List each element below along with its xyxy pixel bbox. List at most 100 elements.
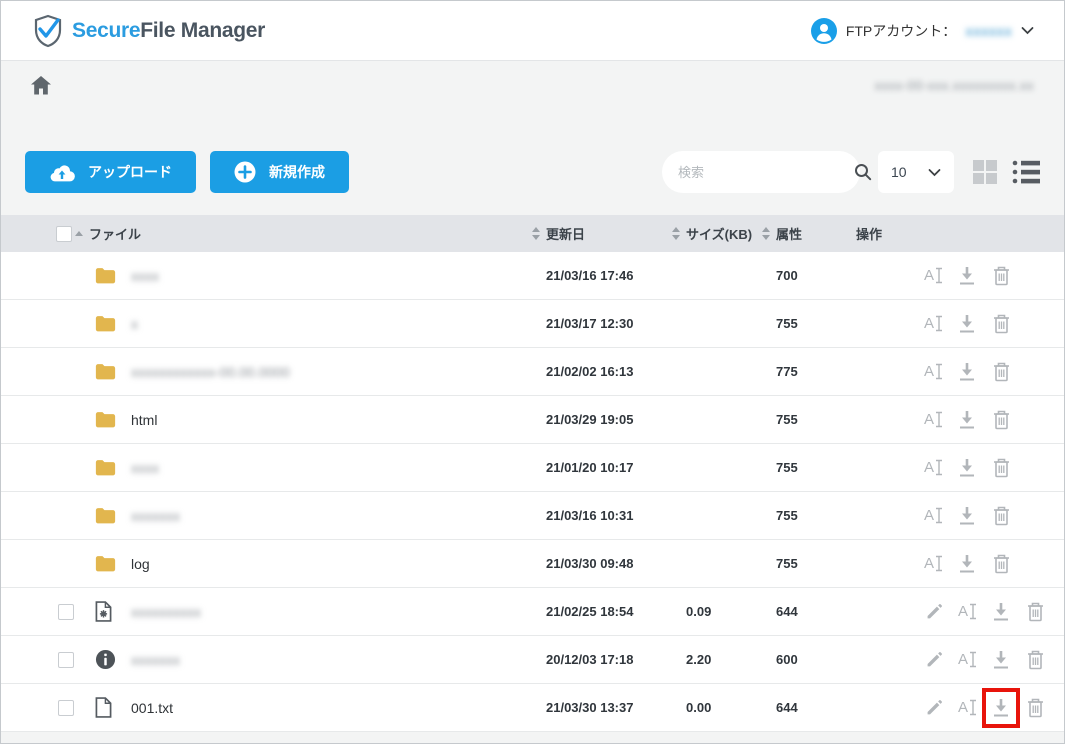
search-icon[interactable] bbox=[854, 163, 872, 181]
create-new-button[interactable]: 新規作成 bbox=[210, 151, 349, 193]
search-input[interactable] bbox=[678, 164, 854, 180]
home-icon[interactable] bbox=[31, 75, 51, 95]
breadcrumb-bar: xxxx-00-xxx.xxxxxxxxx.xx bbox=[1, 61, 1064, 109]
file-name[interactable]: xxxxxxxxxxxx-00.00.0000 bbox=[131, 363, 290, 380]
delete-button[interactable] bbox=[1025, 601, 1045, 623]
column-header-size[interactable]: サイズ(KB) bbox=[672, 224, 776, 243]
rename-button[interactable]: A bbox=[924, 459, 943, 476]
table-row[interactable]: xxxxxxxxxx 21/02/25 18:54 0.09 644 A bbox=[1, 588, 1064, 636]
rename-button[interactable]: A bbox=[924, 411, 943, 428]
download-button[interactable] bbox=[957, 409, 977, 431]
chevron-down-icon bbox=[1021, 26, 1034, 35]
download-button[interactable] bbox=[957, 361, 977, 383]
table-row[interactable]: xxxxxxx 21/03/16 10:31 755 A bbox=[1, 492, 1064, 540]
download-button[interactable] bbox=[957, 505, 977, 527]
download-button[interactable] bbox=[957, 265, 977, 287]
download-button[interactable] bbox=[957, 553, 977, 575]
rename-button[interactable]: A bbox=[958, 699, 977, 716]
delete-button[interactable] bbox=[991, 361, 1011, 383]
delete-button[interactable] bbox=[1025, 697, 1045, 719]
toolbar-right: 10 bbox=[662, 151, 1040, 193]
file-name[interactable]: html bbox=[131, 411, 158, 428]
file-name[interactable]: 001.txt bbox=[131, 699, 174, 716]
list-view-icon[interactable] bbox=[1012, 159, 1040, 185]
file-name[interactable]: log bbox=[131, 555, 150, 572]
chevron-down-icon bbox=[928, 168, 941, 177]
delete-button[interactable] bbox=[991, 313, 1011, 335]
delete-button[interactable] bbox=[991, 553, 1011, 575]
file-attr: 775 bbox=[776, 364, 798, 379]
ftp-account-label: FTPアカウント： bbox=[845, 22, 957, 39]
column-header-file[interactable]: ファイル bbox=[75, 224, 546, 243]
row-checkbox[interactable] bbox=[58, 651, 74, 668]
table-row[interactable]: 001.txt 21/03/30 13:37 0.00 644 A bbox=[1, 684, 1064, 732]
download-button[interactable] bbox=[957, 313, 977, 335]
updated-date: 21/03/17 12:30 bbox=[546, 316, 634, 331]
folder-icon bbox=[89, 363, 131, 380]
rename-button[interactable]: A bbox=[958, 603, 977, 620]
updated-date: 21/02/02 16:13 bbox=[546, 364, 634, 379]
row-checkbox[interactable] bbox=[58, 603, 74, 620]
app-title: SecureFile Manager bbox=[72, 18, 266, 42]
file-attr: 755 bbox=[776, 412, 798, 427]
table-row[interactable]: xxxx 21/03/16 17:46 700 A bbox=[1, 252, 1064, 300]
row-checkbox[interactable] bbox=[58, 699, 74, 716]
column-header-updated[interactable]: 更新日 bbox=[532, 224, 686, 243]
file-size: 0.09 bbox=[686, 604, 712, 619]
download-button[interactable] bbox=[991, 649, 1011, 671]
updated-date: 21/03/16 10:31 bbox=[546, 508, 634, 523]
download-button-highlighted[interactable] bbox=[982, 687, 1021, 728]
updated-date: 21/03/30 13:37 bbox=[546, 700, 634, 715]
edit-button[interactable] bbox=[924, 697, 944, 719]
file-attr: 600 bbox=[776, 652, 798, 667]
sort-ascending-icon bbox=[75, 231, 83, 236]
sort-icon bbox=[532, 227, 540, 240]
rename-button[interactable]: A bbox=[924, 555, 943, 572]
rename-button[interactable]: A bbox=[924, 507, 943, 524]
file-name[interactable]: xxxxxxxxxx bbox=[131, 603, 201, 620]
page-size-select[interactable]: 10 bbox=[878, 151, 954, 193]
file-name[interactable]: x bbox=[131, 315, 138, 332]
folder-icon bbox=[89, 411, 131, 428]
rename-button[interactable]: A bbox=[958, 651, 977, 668]
toolbar: アップロード 新規作成 10 bbox=[1, 151, 1064, 193]
delete-button[interactable] bbox=[1025, 649, 1045, 671]
column-header-attr[interactable]: 属性 bbox=[762, 224, 856, 243]
cloud-upload-icon bbox=[49, 163, 75, 182]
ftp-account-menu[interactable]: FTPアカウント： xxxxxx bbox=[810, 17, 1034, 44]
file-name[interactable]: xxxxxxx bbox=[131, 507, 180, 524]
download-button[interactable] bbox=[957, 457, 977, 479]
plus-circle-icon bbox=[234, 161, 256, 183]
table-row[interactable]: xxxxxxxxxxxx-00.00.0000 21/02/02 16:13 7… bbox=[1, 348, 1064, 396]
file-name[interactable]: xxxx bbox=[131, 459, 159, 476]
rename-button[interactable]: A bbox=[924, 267, 943, 284]
file-table: ファイル 更新日 サイズ(KB) 属性 操作 xxxx 21/03/16 bbox=[1, 215, 1064, 743]
create-new-button-label: 新規作成 bbox=[269, 164, 325, 180]
folder-icon bbox=[89, 555, 131, 572]
updated-date: 20/12/03 17:18 bbox=[546, 652, 634, 667]
upload-button[interactable]: アップロード bbox=[25, 151, 196, 193]
table-row[interactable]: xxxxxxx 20/12/03 17:18 2.20 600 A bbox=[1, 636, 1064, 684]
column-header-actions: 操作 bbox=[856, 227, 883, 242]
table-row[interactable]: x 21/03/17 12:30 755 A bbox=[1, 300, 1064, 348]
edit-button[interactable] bbox=[924, 649, 944, 671]
table-row[interactable]: xxxx 21/01/20 10:17 755 A bbox=[1, 444, 1064, 492]
delete-button[interactable] bbox=[991, 457, 1011, 479]
delete-button[interactable] bbox=[991, 409, 1011, 431]
file-name[interactable]: xxxxxxx bbox=[131, 651, 180, 668]
top-bar: SecureFile Manager FTPアカウント： xxxxxx bbox=[1, 1, 1064, 61]
edit-button[interactable] bbox=[924, 601, 944, 623]
table-row[interactable]: html 21/03/29 19:05 755 A bbox=[1, 396, 1064, 444]
search-box bbox=[662, 151, 872, 193]
download-button[interactable] bbox=[991, 601, 1011, 623]
rename-button[interactable]: A bbox=[924, 363, 943, 380]
delete-button[interactable] bbox=[991, 505, 1011, 527]
file-attr: 755 bbox=[776, 460, 798, 475]
select-all-checkbox[interactable] bbox=[56, 225, 72, 242]
updated-date: 21/03/30 09:48 bbox=[546, 556, 634, 571]
delete-button[interactable] bbox=[991, 265, 1011, 287]
table-row[interactable]: log 21/03/30 09:48 755 A bbox=[1, 540, 1064, 588]
grid-view-icon[interactable] bbox=[972, 159, 998, 185]
rename-button[interactable]: A bbox=[924, 315, 943, 332]
file-name[interactable]: xxxx bbox=[131, 267, 159, 284]
